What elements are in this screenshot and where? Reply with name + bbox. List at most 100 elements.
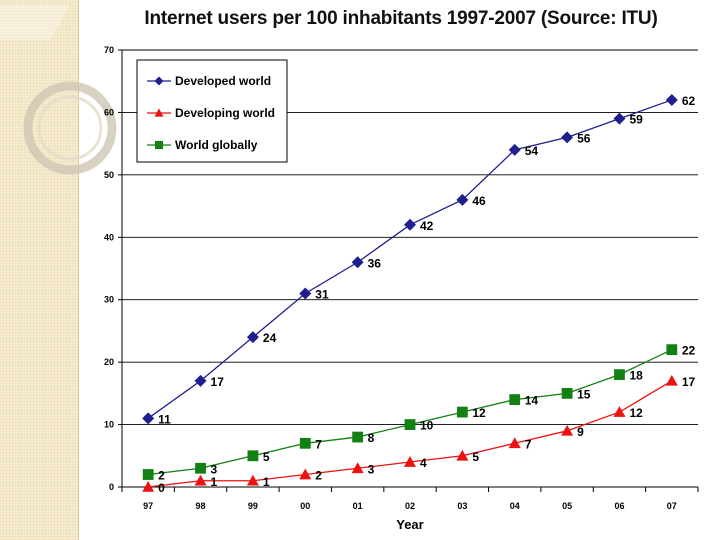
y-tick-label: 10 bbox=[104, 420, 114, 430]
data-point-developing-world bbox=[299, 468, 312, 480]
data-label-world-globally: 18 bbox=[629, 369, 643, 383]
data-label-developing-world: 9 bbox=[577, 425, 584, 439]
data-label-developing-world: 17 bbox=[682, 375, 696, 389]
data-point-developing-world bbox=[246, 474, 259, 486]
data-label-developing-world: 2 bbox=[315, 469, 322, 483]
data-point-developed-world bbox=[404, 218, 416, 231]
x-tick-label: 02 bbox=[405, 501, 415, 511]
x-tick-label: 07 bbox=[667, 501, 677, 511]
data-point-developed-world bbox=[351, 256, 364, 269]
data-label-world-globally: 8 bbox=[368, 431, 375, 445]
data-label-world-globally: 10 bbox=[420, 419, 434, 433]
y-tick-label: 30 bbox=[104, 295, 114, 305]
decorative-ring-outer bbox=[23, 81, 117, 175]
data-label-world-globally: 7 bbox=[315, 437, 322, 451]
data-point-developed-world bbox=[508, 143, 521, 156]
data-label-developed-world: 59 bbox=[629, 113, 643, 127]
legend-marker-world-globally bbox=[154, 140, 164, 150]
data-point-developing-world bbox=[613, 406, 626, 417]
data-point-world-globally bbox=[247, 450, 259, 462]
data-label-developed-world: 56 bbox=[577, 131, 591, 145]
series-line-developing-world bbox=[148, 380, 673, 488]
data-label-world-globally: 15 bbox=[577, 387, 591, 401]
y-tick-label: 50 bbox=[104, 170, 114, 180]
data-point-world-globally bbox=[352, 431, 364, 443]
data-label-developed-world: 46 bbox=[472, 194, 486, 208]
data-label-world-globally: 3 bbox=[211, 462, 218, 476]
data-point-world-globally bbox=[561, 387, 573, 399]
data-label-developing-world: 1 bbox=[263, 475, 270, 489]
data-point-world-globally bbox=[299, 437, 311, 449]
y-tick-label: 60 bbox=[104, 107, 114, 117]
data-point-developing-world bbox=[142, 481, 155, 492]
data-point-world-globally bbox=[142, 469, 154, 480]
decorative-light-band bbox=[0, 5, 70, 40]
x-tick-label: 04 bbox=[510, 501, 520, 511]
data-label-world-globally: 5 bbox=[263, 450, 270, 464]
x-tick-label: 05 bbox=[562, 501, 572, 511]
data-point-developed-world bbox=[613, 112, 626, 125]
x-tick-label: 99 bbox=[248, 501, 258, 511]
data-point-developed-world bbox=[246, 331, 259, 344]
x-tick-label: 97 bbox=[143, 501, 153, 511]
data-label-developed-world: 42 bbox=[420, 219, 434, 233]
data-point-developing-world bbox=[561, 424, 574, 436]
data-point-world-globally bbox=[614, 369, 625, 381]
data-label-developed-world: 31 bbox=[315, 287, 329, 301]
y-tick-label: 0 bbox=[109, 482, 114, 492]
data-label-developed-world: 11 bbox=[158, 412, 171, 426]
x-tick-label: 06 bbox=[614, 501, 624, 511]
x-tick-label: 01 bbox=[353, 501, 363, 511]
y-tick-label: 20 bbox=[104, 357, 114, 367]
data-point-developing-world bbox=[351, 462, 364, 474]
data-label-developing-world: 3 bbox=[368, 462, 375, 476]
legend-label-world-globally: World globally bbox=[175, 138, 258, 152]
data-label-world-globally: 2 bbox=[158, 469, 165, 483]
data-label-developed-world: 62 bbox=[682, 94, 696, 108]
data-label-world-globally: 22 bbox=[682, 344, 696, 358]
decorative-rings bbox=[0, 5, 117, 175]
x-tick-label: 00 bbox=[300, 501, 310, 511]
data-point-world-globally bbox=[195, 462, 206, 474]
y-tick-label: 70 bbox=[104, 45, 114, 55]
data-point-developing-world bbox=[404, 456, 416, 467]
data-point-world-globally bbox=[666, 344, 678, 356]
data-label-developing-world: 7 bbox=[525, 437, 532, 451]
data-point-developed-world bbox=[665, 93, 678, 106]
data-point-developed-world bbox=[456, 193, 469, 206]
x-axis-title: Year bbox=[396, 517, 423, 532]
series-line-world-globally bbox=[148, 349, 673, 476]
legend-label-developing-world: Developing world bbox=[175, 106, 275, 120]
data-label-world-globally: 14 bbox=[525, 394, 539, 408]
data-point-developed-world bbox=[299, 287, 312, 300]
data-point-developing-world bbox=[665, 374, 678, 386]
legend-marker-developed-world bbox=[154, 76, 164, 86]
data-point-world-globally bbox=[404, 419, 416, 430]
data-label-developing-world: 12 bbox=[629, 406, 643, 420]
data-point-developing-world bbox=[508, 437, 521, 449]
data-point-developing-world bbox=[456, 449, 469, 461]
data-point-developing-world bbox=[194, 474, 207, 486]
data-point-developed-world bbox=[194, 374, 207, 387]
data-label-developed-world: 24 bbox=[263, 331, 277, 345]
data-label-developed-world: 36 bbox=[368, 256, 382, 270]
data-label-developing-world: 5 bbox=[472, 450, 479, 464]
data-label-developing-world: 4 bbox=[420, 456, 427, 470]
data-point-developed-world bbox=[142, 412, 155, 425]
data-label-world-globally: 12 bbox=[472, 406, 486, 420]
data-label-developed-world: 54 bbox=[525, 144, 539, 158]
y-tick-label: 40 bbox=[104, 232, 114, 242]
data-label-developing-world: 0 bbox=[158, 481, 165, 495]
data-label-developed-world: 17 bbox=[211, 375, 225, 389]
data-point-developed-world bbox=[561, 131, 574, 144]
x-tick-label: 03 bbox=[457, 501, 467, 511]
data-point-world-globally bbox=[509, 394, 521, 405]
legend-label-developed-world: Developed world bbox=[175, 74, 271, 88]
decorative-ring-inner bbox=[37, 95, 103, 161]
data-point-world-globally bbox=[456, 406, 468, 418]
data-label-developing-world: 1 bbox=[211, 475, 218, 489]
x-tick-label: 98 bbox=[196, 501, 206, 511]
legend-marker-developing-world bbox=[154, 108, 164, 117]
chart-title: Internet users per 100 inhabitants 1997-… bbox=[144, 8, 658, 29]
